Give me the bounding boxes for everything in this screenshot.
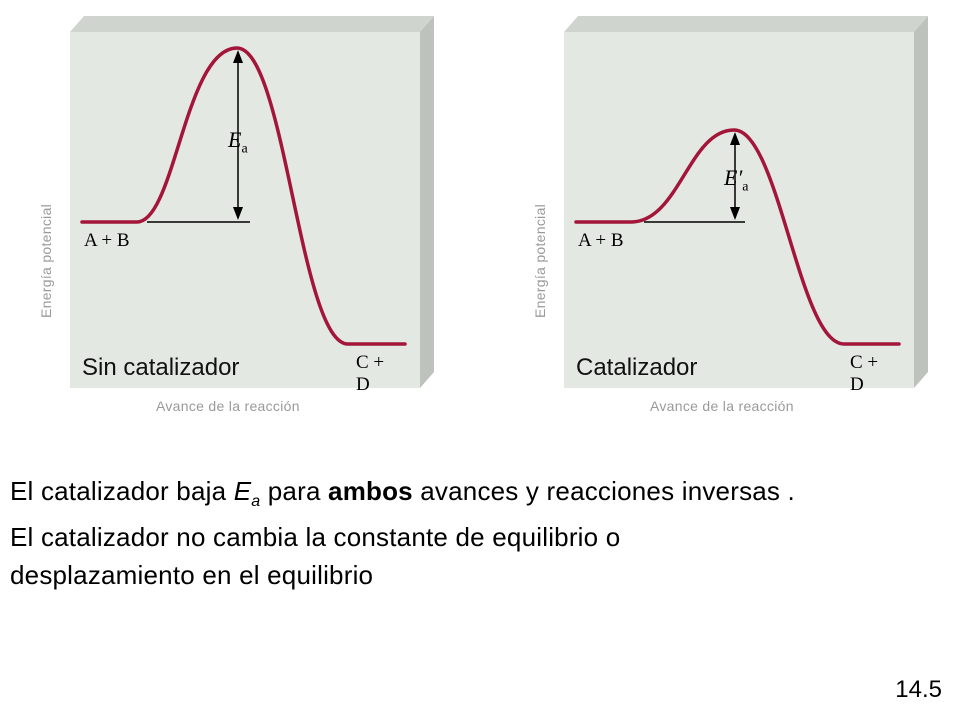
- ea-label: Ea: [228, 127, 248, 157]
- energy-diagram-uncatalyzed: [70, 16, 434, 388]
- line1-bold: ambos: [328, 476, 413, 506]
- ea-label: E′a: [724, 165, 748, 195]
- panel-front-face: [564, 32, 914, 388]
- line1-prefix: El catalizador baja: [10, 476, 234, 506]
- panel-side-face: [420, 16, 434, 388]
- line1-mid: para: [260, 476, 329, 506]
- panel-label: Catalizador: [576, 354, 698, 381]
- diagram-uncatalyzed: Ea A + B C + D Sin catalizador Energía p…: [0, 0, 434, 420]
- energy-diagram-catalyzed: [564, 16, 928, 388]
- line1-ea-symbol: E: [233, 476, 252, 506]
- slide-number: 14.5: [895, 676, 942, 703]
- arrowhead-up: [730, 132, 740, 145]
- x-axis-label: Avance de la reacción: [156, 398, 300, 414]
- x-axis-label: Avance de la reacción: [650, 398, 794, 414]
- ea-symbol: E: [724, 165, 738, 190]
- products-label: C + D: [356, 352, 385, 395]
- y-axis-label: Energía potencial: [532, 203, 548, 318]
- ea-prime: ′: [737, 165, 743, 190]
- panel-side-face: [914, 16, 928, 388]
- ea-subscript: a: [742, 179, 749, 195]
- panel-front-face: [70, 32, 420, 388]
- statement-line-1: El catalizador baja Ea para ambos avance…: [10, 476, 795, 511]
- ea-symbol: E: [228, 127, 242, 152]
- arrowhead-up: [233, 50, 243, 63]
- arrowhead-down: [730, 207, 740, 220]
- diagram-catalyzed: E′a A + B C + D Catalizador Energía pote…: [494, 0, 928, 420]
- line1-ea-sub: a: [251, 493, 261, 511]
- reactants-label: A + B: [578, 230, 624, 251]
- statement-line-2: El catalizador no cambia la constante de…: [10, 522, 621, 552]
- products-label: C + D: [850, 352, 879, 395]
- energy-curve: [574, 128, 901, 346]
- panel-top-face: [70, 16, 434, 32]
- y-axis-label: Energía potencial: [38, 203, 54, 318]
- ea-subscript: a: [241, 141, 248, 157]
- reactants-label: A + B: [84, 230, 130, 251]
- line1-suffix: avances y reacciones inversas .: [412, 476, 795, 506]
- energy-curve: [80, 46, 407, 346]
- panel-label: Sin catalizador: [82, 354, 240, 381]
- panel-top-face: [564, 16, 928, 32]
- arrowhead-down: [233, 207, 243, 220]
- statement-line-3: desplazamiento en el equilibrio: [10, 560, 374, 590]
